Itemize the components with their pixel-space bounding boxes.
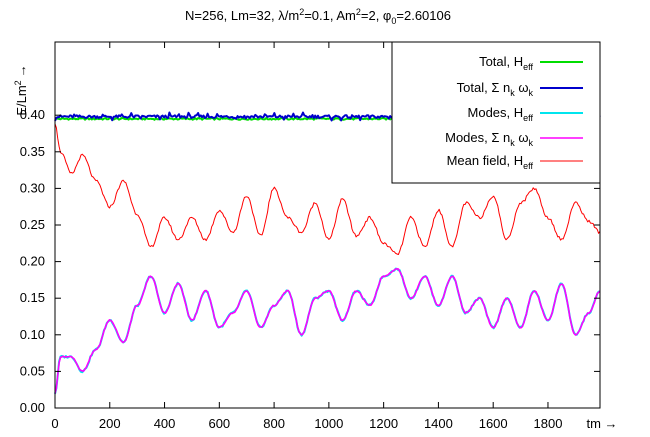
x-tick-label: 600 bbox=[208, 416, 230, 431]
legend-label: Total, Σ nk ωk bbox=[457, 80, 534, 98]
series-line bbox=[54, 123, 601, 255]
x-tick-label: 1400 bbox=[424, 416, 453, 431]
x-tick-label: 1200 bbox=[369, 416, 398, 431]
x-tick-label: 1000 bbox=[314, 416, 343, 431]
x-tick-label: 1600 bbox=[479, 416, 508, 431]
y-tick-label: 0.15 bbox=[20, 290, 45, 305]
x-tick-label: 1800 bbox=[534, 416, 563, 431]
legend: Total, Heff Total, Σ nk ωk Modes, Heff Mode… bbox=[391, 41, 601, 184]
y-tick-label: 0.10 bbox=[20, 327, 45, 342]
y-tick-label: 0.25 bbox=[20, 217, 45, 232]
y-tick-label: 0.35 bbox=[20, 144, 45, 159]
series-line bbox=[54, 267, 601, 394]
y-axis-label: E/Lm2→ bbox=[13, 64, 29, 115]
legend-label: Total, Heff bbox=[479, 54, 533, 72]
y-tick-label: 0.05 bbox=[20, 363, 45, 378]
chart-title: N=256, Lm=32, λ/m2=0.1, Am2=2, φ0=2.6010… bbox=[185, 7, 451, 26]
x-axis-label: tm → bbox=[586, 416, 617, 431]
legend-label: Mean field, Heff bbox=[447, 153, 534, 171]
x-tick-label: 0 bbox=[51, 416, 58, 431]
y-tick-label: 0.30 bbox=[20, 180, 45, 195]
x-ticks: 0 200 400 600 800 1000 1200 1400 1600 1800 bbox=[51, 42, 562, 431]
y-tick-label: 0.00 bbox=[20, 400, 45, 415]
x-tick-label: 200 bbox=[99, 416, 121, 431]
y-tick-label: 0.40 bbox=[20, 107, 45, 122]
legend-label: Modes, Σ nk ωk bbox=[445, 130, 533, 148]
y-ticks: 0.00 0.05 0.10 0.15 0.20 0.25 0.30 0.35 0.40 bbox=[20, 107, 600, 415]
y-tick-label: 0.20 bbox=[20, 254, 45, 269]
x-tick-label: 400 bbox=[154, 416, 176, 431]
x-tick-label: 800 bbox=[263, 416, 285, 431]
series-line bbox=[54, 267, 601, 395]
legend-label: Modes, Heff bbox=[468, 105, 534, 123]
